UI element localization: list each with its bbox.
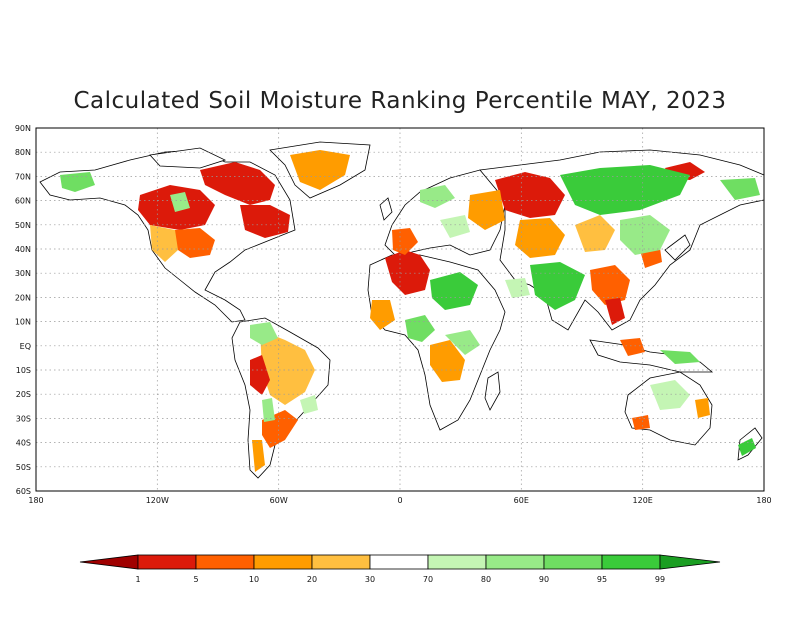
lat-label: 50N — [15, 221, 31, 230]
lat-label: 30N — [15, 269, 31, 278]
legend-swatch — [311, 554, 371, 570]
legend-swatch — [485, 554, 545, 570]
legend-arrow-right — [659, 554, 721, 570]
lat-label: 30S — [16, 414, 31, 423]
legend-swatch — [195, 554, 255, 570]
lat-label: 20N — [15, 293, 31, 302]
lon-label: 120E — [633, 496, 653, 505]
lat-label: EQ — [20, 342, 31, 351]
page-title: Calculated Soil Moisture Ranking Percent… — [73, 88, 727, 114]
legend-label: 5 — [193, 575, 198, 584]
legend-label: 30 — [365, 575, 375, 584]
lon-label: 180 — [28, 496, 43, 505]
lat-label: 50S — [16, 463, 31, 472]
legend-label: 90 — [539, 575, 549, 584]
legend-swatch — [137, 554, 197, 570]
lat-label: 80N — [15, 148, 31, 157]
legend-swatch — [543, 554, 603, 570]
legend-swatch — [601, 554, 661, 570]
lat-label: 70N — [15, 172, 31, 181]
lon-label: 120W — [146, 496, 169, 505]
legend-swatch — [369, 554, 429, 570]
legend-swatch — [253, 554, 313, 570]
lon-label: 0 — [397, 496, 402, 505]
legend-swatch — [427, 554, 487, 570]
lon-label: 60E — [514, 496, 529, 505]
map-frame — [35, 127, 765, 492]
legend-label: 10 — [249, 575, 259, 584]
lat-label: 40S — [16, 439, 31, 448]
lon-label: 180 — [756, 496, 771, 505]
legend-label: 80 — [481, 575, 491, 584]
legend-label: 95 — [597, 575, 607, 584]
lat-label: 60N — [15, 197, 31, 206]
lon-label: 60W — [270, 496, 288, 505]
color-legend: 1 5 10 20 30 70 80 90 95 99 — [79, 554, 721, 584]
legend-arrow-left — [79, 554, 139, 570]
longitude-axis: 180 120W 60W 0 60E 120E 180 — [28, 496, 771, 505]
world-map — [36, 128, 764, 491]
lat-label: 10S — [16, 366, 31, 375]
lat-label: 90N — [15, 124, 31, 133]
legend-label: 70 — [423, 575, 433, 584]
lat-label: 20S — [16, 390, 31, 399]
legend-label: 1 — [135, 575, 140, 584]
legend-label: 20 — [307, 575, 317, 584]
legend-label: 99 — [655, 575, 665, 584]
lat-label: 60S — [16, 487, 31, 496]
latitude-axis: 90N 80N 70N 60N 50N 40N 30N 20N 10N EQ 1… — [15, 124, 31, 496]
graticule — [36, 128, 764, 491]
lat-label: 40N — [15, 245, 31, 254]
lat-label: 10N — [15, 318, 31, 327]
